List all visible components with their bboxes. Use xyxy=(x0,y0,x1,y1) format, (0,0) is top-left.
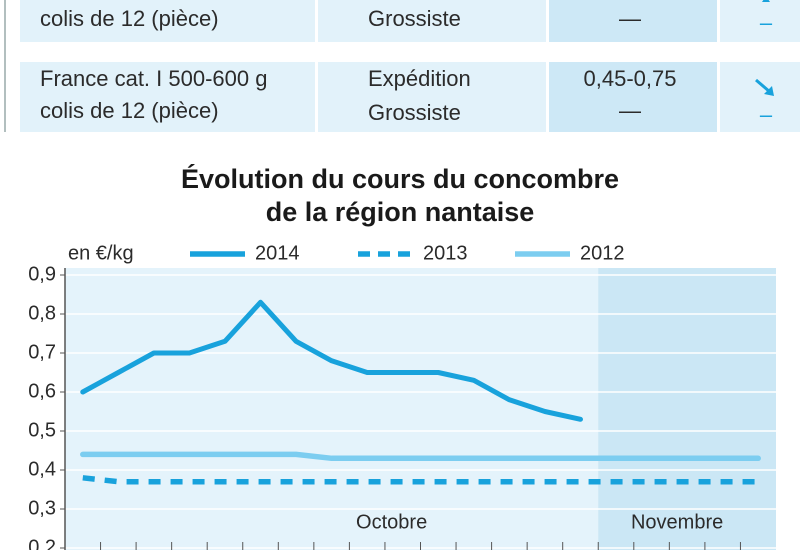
price-table: colis de 12 (pièce) Grossiste — – France… xyxy=(4,0,800,132)
cell-bg xyxy=(20,0,315,42)
legend-label: 2012 xyxy=(580,242,625,264)
cell-bg xyxy=(318,0,546,42)
cell-bg xyxy=(318,62,546,132)
legend-label: 2014 xyxy=(255,242,300,264)
y-tick-label: 0,7 xyxy=(28,341,56,363)
price: — xyxy=(619,98,641,123)
chart-title: Évolution du cours du concombre xyxy=(181,163,619,194)
cell-bg xyxy=(720,62,800,132)
price: 0,45-0,75 xyxy=(584,66,677,91)
product: colis de 12 (pièce) xyxy=(40,6,219,31)
period-shade xyxy=(598,268,776,550)
y-tick-label: 0,2 xyxy=(28,536,56,550)
trend-down-arrow xyxy=(755,78,774,96)
cell-bg xyxy=(549,0,717,42)
period-label: Octobre xyxy=(356,511,427,533)
chart-title: de la région nantaise xyxy=(266,197,535,227)
y-tick-label: 0,9 xyxy=(28,263,56,285)
price: — xyxy=(619,6,641,31)
product: colis de 12 (pièce) xyxy=(40,98,219,123)
trend: – xyxy=(760,102,773,127)
y-axis-label: en €/kg xyxy=(68,242,134,264)
legend-label: 2013 xyxy=(423,242,468,264)
cell-bg xyxy=(20,62,315,132)
period-label: Novembre xyxy=(631,511,723,533)
y-tick-label: 0,6 xyxy=(28,380,56,402)
y-tick-label: 0,8 xyxy=(28,302,56,324)
trend-arrow xyxy=(762,0,770,2)
stage: Grossiste xyxy=(368,6,461,31)
stage: Expédition xyxy=(368,66,471,91)
y-tick-label: 0,5 xyxy=(28,419,56,441)
y-tick-label: 0,4 xyxy=(28,458,56,480)
cell-bg xyxy=(720,0,800,42)
series-line xyxy=(82,475,759,485)
cell-bg xyxy=(549,62,717,132)
y-tick-label: 0,3 xyxy=(28,497,56,519)
series-line xyxy=(80,451,761,462)
product: France cat. I 500-600 g xyxy=(40,66,267,91)
trend: – xyxy=(760,10,773,35)
series-line xyxy=(80,299,583,422)
stage: Grossiste xyxy=(368,100,461,125)
